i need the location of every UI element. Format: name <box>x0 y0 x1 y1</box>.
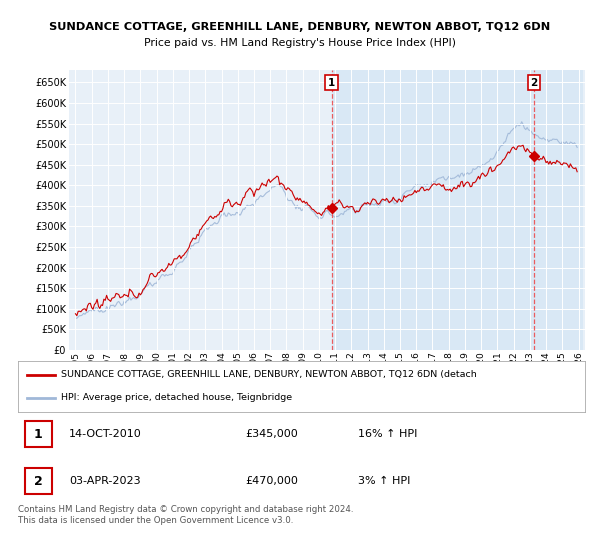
Text: 2: 2 <box>530 78 538 87</box>
Text: Price paid vs. HM Land Registry's House Price Index (HPI): Price paid vs. HM Land Registry's House … <box>144 38 456 48</box>
Text: SUNDANCE COTTAGE, GREENHILL LANE, DENBURY, NEWTON ABBOT, TQ12 6DN (detach: SUNDANCE COTTAGE, GREENHILL LANE, DENBUR… <box>61 370 476 379</box>
Bar <box>25 468 52 494</box>
Text: HPI: Average price, detached house, Teignbridge: HPI: Average price, detached house, Teig… <box>61 394 292 403</box>
Text: 2: 2 <box>34 475 43 488</box>
Bar <box>25 421 52 447</box>
Text: 14-OCT-2010: 14-OCT-2010 <box>69 430 142 440</box>
Text: 03-APR-2023: 03-APR-2023 <box>69 476 140 486</box>
Text: 16% ↑ HPI: 16% ↑ HPI <box>358 430 418 440</box>
Text: 1: 1 <box>328 78 335 87</box>
Bar <box>332 70 583 350</box>
Text: Contains HM Land Registry data © Crown copyright and database right 2024.
This d: Contains HM Land Registry data © Crown c… <box>18 505 353 525</box>
Text: SUNDANCE COTTAGE, GREENHILL LANE, DENBURY, NEWTON ABBOT, TQ12 6DN: SUNDANCE COTTAGE, GREENHILL LANE, DENBUR… <box>49 22 551 32</box>
Text: 3% ↑ HPI: 3% ↑ HPI <box>358 476 410 486</box>
Text: 1: 1 <box>34 428 43 441</box>
Text: £345,000: £345,000 <box>245 430 298 440</box>
Text: £470,000: £470,000 <box>245 476 298 486</box>
